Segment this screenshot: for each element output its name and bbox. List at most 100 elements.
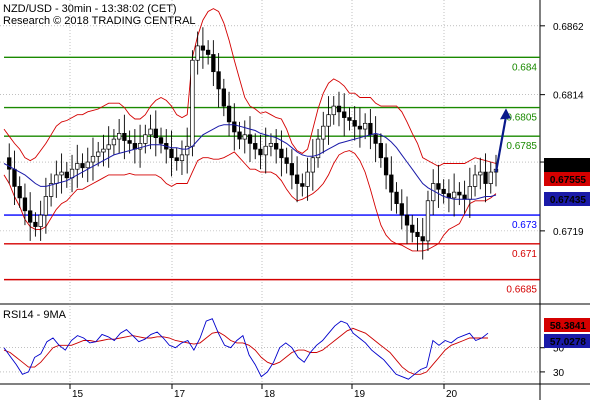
price-tick-label: 0.6814 [553, 91, 584, 102]
candle-body [232, 121, 237, 133]
rsi-panel-title: RSI14 - 9MA [3, 309, 67, 321]
candle-body [242, 134, 247, 140]
candle-body [48, 183, 54, 197]
candle-body [28, 210, 33, 223]
candle-body [116, 133, 122, 140]
candle-body [111, 138, 117, 146]
candle-body [425, 200, 431, 242]
candle-body [33, 221, 38, 227]
bollinger-lower-line [3, 150, 497, 252]
candle-body [43, 196, 49, 216]
candle-body [253, 143, 258, 150]
candle-body [451, 191, 457, 199]
rsi-tick-label: 50 [553, 344, 565, 355]
candle-body [467, 186, 472, 200]
candle-body [373, 134, 378, 144]
price-tags: 0.67622 0.67555 0.67435 [544, 158, 590, 206]
candle-body [122, 133, 127, 141]
candle-body [75, 163, 80, 170]
forecast-arrow-head [500, 108, 511, 120]
rsi-panel: 50 30 58.3841 57.0278 [0, 318, 590, 380]
level-label-support: 0.671 [512, 249, 537, 260]
candle-body [127, 140, 132, 144]
candle-body [137, 143, 143, 150]
price-tag-label: 0.67435 [550, 195, 587, 206]
candle-body [158, 137, 164, 144]
candle-body [284, 157, 289, 164]
candle-body [483, 171, 488, 184]
date-tick-label: 19 [354, 389, 366, 400]
candle-body [404, 214, 410, 226]
price-tick-label: 0.6719 [553, 227, 584, 238]
candle-body [17, 186, 22, 199]
candle-body [274, 143, 279, 150]
candle-body [12, 168, 17, 187]
price-tag-box [544, 192, 590, 206]
price-tag-box [544, 158, 590, 172]
candle-body [174, 157, 179, 161]
price-tag-label: 0.67622 [550, 161, 587, 172]
rsi-tag-box [544, 334, 590, 348]
level-label-resistance: 0.6805 [506, 113, 537, 124]
candle-body [315, 138, 321, 159]
candle-body [80, 163, 85, 169]
candle-body [90, 155, 96, 163]
candle-body [294, 174, 300, 184]
candle-body [331, 105, 336, 116]
level-label-support: 0.6685 [506, 285, 537, 296]
candle-body [221, 88, 226, 107]
candle-body [22, 197, 28, 212]
candle-body [457, 191, 462, 196]
price-tick-label: 0.6862 [553, 22, 584, 33]
candle-body [289, 163, 295, 176]
date-tick-label: 17 [174, 389, 186, 400]
candle-body [394, 191, 399, 204]
candle-body [441, 188, 446, 194]
candle-body [200, 45, 206, 51]
candle-body [96, 151, 101, 157]
candle-body [326, 114, 331, 127]
rsi-tag-label: 57.0278 [550, 337, 587, 348]
candle-body [38, 214, 43, 227]
candle-body [410, 224, 415, 233]
chart-copyright: Research © 2018 TRADING CENTRAL [3, 15, 196, 27]
rsi-line [3, 318, 489, 380]
candle-body [389, 174, 394, 193]
candle-body [347, 117, 352, 121]
candle-body [226, 105, 232, 123]
candle-body [357, 125, 363, 130]
rsi-tick-label: 30 [553, 368, 565, 379]
candle-body [420, 236, 425, 242]
moving-average-line [3, 124, 497, 200]
candle-body [268, 143, 274, 147]
candle-body [216, 71, 221, 90]
moving-average-path [3, 124, 497, 200]
candle-body [310, 157, 315, 173]
candle-body [300, 183, 305, 187]
candle-body [383, 157, 389, 176]
candle-body [59, 171, 64, 176]
price-tag-label: 0.67555 [550, 175, 587, 186]
price-tag-box [544, 172, 590, 186]
candle-body [148, 128, 153, 136]
bollinger-upper-line [3, 8, 497, 167]
candle-body [342, 111, 347, 118]
forecast-arrow-shaft [494, 116, 508, 173]
candle-body [352, 120, 357, 127]
rsi-tag-box [544, 318, 590, 332]
forecast-arrow [494, 108, 511, 173]
bollinger-bands [3, 8, 497, 252]
candle-body [258, 148, 263, 156]
candle-body [247, 134, 253, 144]
candle-body [431, 183, 436, 202]
candle-body [195, 45, 200, 61]
rsi-tag-label: 58.3841 [550, 321, 587, 332]
candle-body [205, 49, 211, 55]
candle-body [321, 125, 326, 140]
candle-body [415, 231, 420, 237]
candle-body [7, 157, 12, 170]
level-label-pivot: 0.673 [512, 220, 537, 231]
